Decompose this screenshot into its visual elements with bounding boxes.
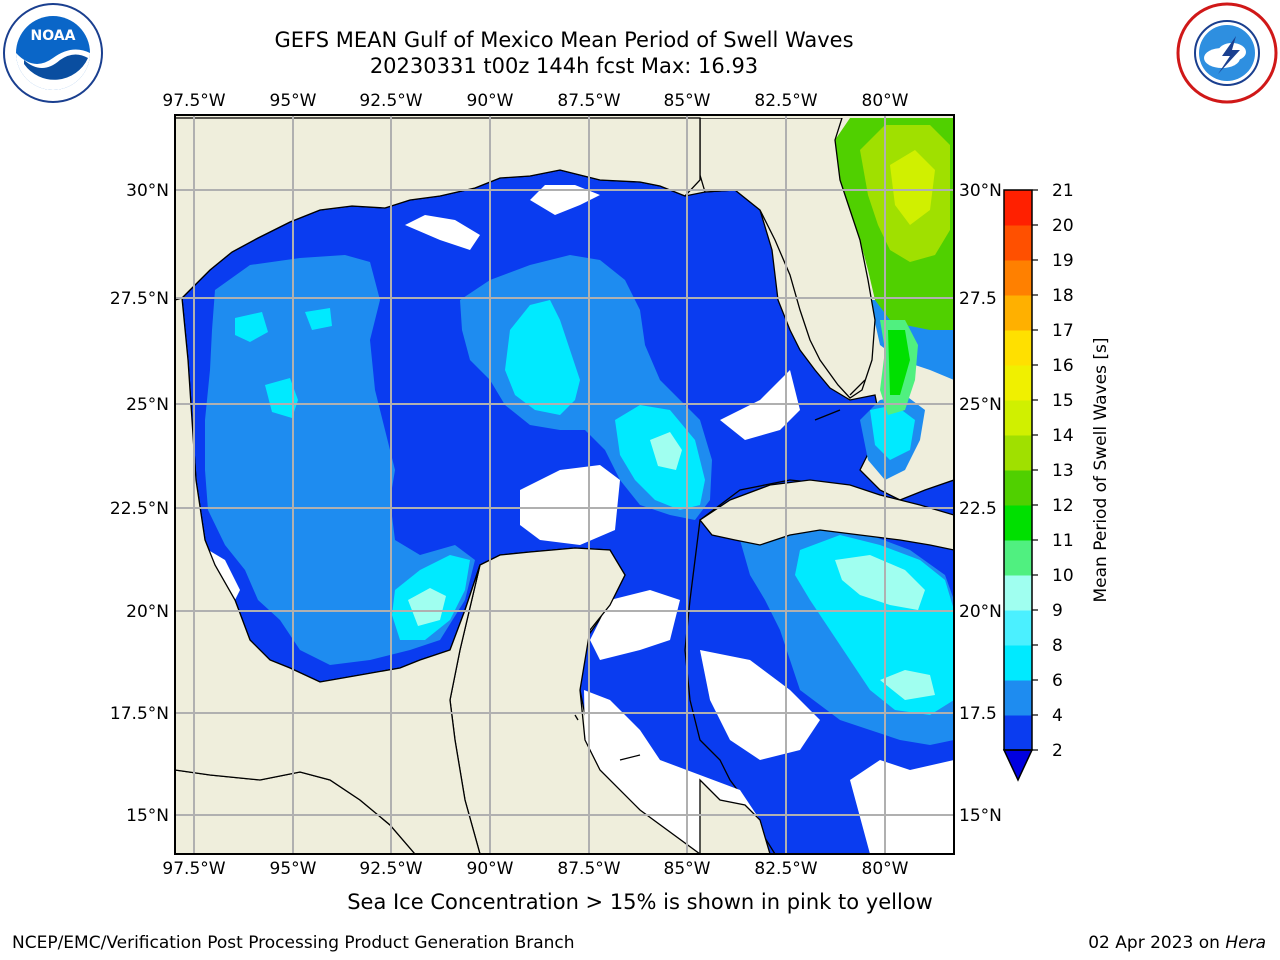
lat-label: 27.5 bbox=[959, 289, 997, 309]
lon-label: 87.5°W bbox=[557, 91, 620, 111]
lat-label: 15°N bbox=[126, 806, 169, 826]
colorbar-swatch bbox=[1004, 610, 1032, 646]
colorbar-tick-label: 10 bbox=[1052, 566, 1074, 586]
colorbar-swatch bbox=[1004, 330, 1032, 366]
colorbar-swatch bbox=[1004, 540, 1032, 576]
lat-label: 15°N bbox=[959, 806, 1002, 826]
colorbar-swatch bbox=[1004, 295, 1032, 331]
colorbar-swatch bbox=[1004, 225, 1032, 261]
lat-labels-left: 30°N 27.5°N 25°N 22.5°N 20°N 17.5°N 15°N bbox=[110, 181, 169, 826]
colorbar-tick-label: 9 bbox=[1052, 601, 1063, 621]
lat-labels-right: 30°N 27.5 25°N 22.5 20°N 17.5 15°N bbox=[959, 181, 1002, 826]
colorbar-tick-label: 8 bbox=[1052, 636, 1063, 656]
lon-label: 82.5°W bbox=[754, 859, 817, 879]
colorbar-swatch bbox=[1004, 470, 1032, 506]
lon-label: 82.5°W bbox=[754, 91, 817, 111]
lon-label: 80°W bbox=[862, 91, 909, 111]
period-6-9s-regions bbox=[408, 432, 935, 700]
colorbar-swatch bbox=[1004, 365, 1032, 401]
lat-label: 25°N bbox=[959, 395, 1002, 415]
colorbar-swatch bbox=[1004, 715, 1032, 751]
map-frame bbox=[174, 114, 955, 855]
colorbar-swatch bbox=[1004, 575, 1032, 611]
lon-label: 85°W bbox=[664, 91, 711, 111]
lat-label: 20°N bbox=[959, 602, 1002, 622]
lon-label: 95°W bbox=[270, 91, 317, 111]
colorbar-tick-label: 21 bbox=[1052, 181, 1074, 201]
colorbar-swatch bbox=[1004, 505, 1032, 541]
lon-label: 87.5°W bbox=[557, 859, 620, 879]
colorbar-label: Mean Period of Swell Waves [s] bbox=[1091, 338, 1111, 603]
colorbar-tick-label: 16 bbox=[1052, 356, 1074, 376]
islands bbox=[574, 379, 866, 761]
colorbar-tick-label: 6 bbox=[1052, 671, 1063, 691]
colorbar-tick-label: 19 bbox=[1052, 251, 1074, 271]
lon-label: 85°W bbox=[664, 859, 711, 879]
colorbar-swatch bbox=[1004, 645, 1032, 681]
lon-label: 97.5°W bbox=[162, 91, 225, 111]
lon-label: 80°W bbox=[862, 859, 909, 879]
svg-text:NOAA: NOAA bbox=[31, 28, 76, 44]
colorbar-tick-label: 14 bbox=[1052, 426, 1074, 446]
lon-label: 97.5°W bbox=[162, 859, 225, 879]
colorbar-tick-label: 20 bbox=[1052, 216, 1074, 236]
lon-label: 90°W bbox=[467, 91, 514, 111]
lon-label: 92.5°W bbox=[359, 91, 422, 111]
colorbar-swatch bbox=[1004, 435, 1032, 471]
lon-label: 90°W bbox=[467, 859, 514, 879]
credit-host: Hera bbox=[1225, 933, 1266, 953]
lat-label: 27.5°N bbox=[110, 289, 169, 309]
colorbar-tick-label: 2 bbox=[1052, 741, 1063, 761]
lat-label: 25°N bbox=[126, 395, 169, 415]
colorbar-tick-label: 15 bbox=[1052, 391, 1074, 411]
colorbar-tick-label: 12 bbox=[1052, 496, 1074, 516]
nws-logo-icon bbox=[1176, 2, 1278, 104]
colorbar-swatch bbox=[1004, 260, 1032, 296]
lat-label: 17.5 bbox=[959, 704, 997, 724]
colorbar-tick-label: 11 bbox=[1052, 531, 1074, 551]
map-body bbox=[175, 115, 954, 854]
lon-labels-top: 97.5°W 95°W 92.5°W 90°W 87.5°W 85°W 82.5… bbox=[162, 91, 908, 111]
colorbar-tick-label: 17 bbox=[1052, 321, 1074, 341]
colorbar-extend-arrow bbox=[1002, 749, 1034, 782]
colorbar-tick-label: 13 bbox=[1052, 461, 1074, 481]
lon-label: 92.5°W bbox=[359, 859, 422, 879]
lat-label: 22.5 bbox=[959, 499, 997, 519]
colorbar-swatch bbox=[1004, 400, 1032, 436]
graticule bbox=[175, 115, 954, 854]
lat-label: 30°N bbox=[126, 181, 169, 201]
colorbar-tick-label: 18 bbox=[1052, 286, 1074, 306]
lat-label: 17.5°N bbox=[110, 704, 169, 724]
credit-organization: NCEP/EMC/Verification Post Processing Pr… bbox=[12, 933, 575, 953]
noaa-logo-icon: NOAA bbox=[3, 3, 103, 103]
sea-ice-note: Sea Ice Concentration > 15% is shown in … bbox=[347, 890, 933, 914]
lat-label: 30°N bbox=[959, 181, 1002, 201]
chart-subtitle: 20230331 t00z 144h fcst Max: 16.93 bbox=[369, 54, 759, 78]
credit-date-host: 02 Apr 2023 on Hera bbox=[1088, 933, 1266, 953]
lat-label: 20°N bbox=[126, 602, 169, 622]
lat-label: 22.5°N bbox=[110, 499, 169, 519]
cuba bbox=[699, 479, 954, 551]
colorbar-swatch bbox=[1004, 680, 1032, 716]
colorbar: 2 4 6 8 9 10 11 12 13 14 15 16 17 18 19 20 21 bbox=[1002, 181, 1074, 782]
mexico-west-coast bbox=[175, 297, 481, 854]
florida-peninsula bbox=[699, 117, 876, 399]
colorbar-tick-label: 4 bbox=[1052, 706, 1063, 726]
credit-date: 02 Apr 2023 on bbox=[1088, 933, 1226, 953]
lon-labels-bottom: 97.5°W 95°W 92.5°W 90°W 87.5°W 85°W 82.5… bbox=[162, 859, 908, 879]
colorbar-swatch bbox=[1004, 190, 1032, 226]
lon-label: 95°W bbox=[270, 859, 317, 879]
chart-title: GEFS MEAN Gulf of Mexico Mean Period of … bbox=[274, 28, 854, 52]
